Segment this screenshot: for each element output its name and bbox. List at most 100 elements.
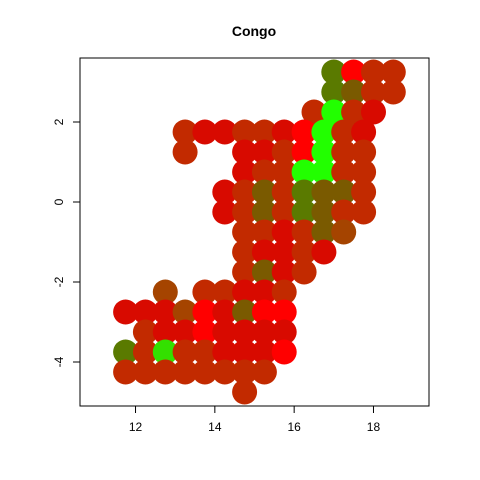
data-point (232, 159, 258, 185)
data-point (351, 159, 377, 185)
data-point (132, 319, 158, 345)
data-point (251, 359, 277, 385)
data-point (172, 139, 198, 165)
data-point (232, 279, 258, 305)
data-point (152, 279, 178, 305)
data-point (311, 139, 337, 165)
data-point (232, 339, 258, 365)
data-point (271, 279, 297, 305)
x-tick-label: 12 (129, 420, 143, 434)
data-point (271, 259, 297, 285)
data-point (172, 359, 198, 385)
data-point (232, 219, 258, 245)
data-point (232, 239, 258, 265)
y-tick-label: -2 (52, 276, 66, 287)
data-point (271, 199, 297, 225)
points-layer (113, 59, 406, 405)
data-point (132, 359, 158, 385)
data-point (321, 99, 347, 125)
data-point (331, 219, 357, 245)
data-point (251, 239, 277, 265)
y-axis: -4 -2 0 2 (52, 118, 81, 367)
data-point (232, 299, 258, 325)
data-point (212, 319, 238, 345)
data-point (251, 299, 277, 325)
data-point (341, 79, 367, 105)
data-point (212, 179, 238, 205)
data-point (232, 119, 258, 145)
data-point (291, 119, 317, 145)
data-point (321, 59, 347, 85)
chart-title: Congo (232, 23, 276, 39)
data-point (152, 319, 178, 345)
data-point (232, 379, 258, 405)
data-point (311, 119, 337, 145)
data-point (271, 179, 297, 205)
data-point (212, 199, 238, 225)
data-point (321, 79, 347, 105)
y-tick-label: 0 (52, 198, 66, 205)
data-point (271, 299, 297, 325)
data-point (361, 79, 386, 105)
data-point (351, 179, 377, 205)
data-point (271, 339, 297, 365)
data-point (192, 359, 218, 385)
data-point (251, 219, 277, 245)
data-point (341, 99, 367, 125)
data-point (251, 319, 277, 345)
data-point (291, 159, 317, 185)
data-point (311, 239, 337, 265)
data-point (192, 319, 218, 345)
data-point (232, 319, 258, 345)
data-point (311, 199, 337, 225)
data-point (331, 199, 357, 225)
data-point (251, 139, 277, 165)
data-point (311, 159, 337, 185)
data-point (172, 119, 198, 145)
data-point (251, 199, 277, 225)
data-point (331, 119, 357, 145)
x-tick-label: 16 (287, 420, 301, 434)
data-point (251, 179, 277, 205)
data-point (192, 119, 218, 145)
data-point (172, 319, 198, 345)
data-point (212, 339, 238, 365)
data-point (172, 339, 198, 365)
data-point (232, 179, 258, 205)
data-point (192, 299, 218, 325)
data-point (291, 179, 317, 205)
data-point (351, 139, 377, 165)
data-point (291, 239, 317, 265)
data-point (291, 199, 317, 225)
data-point (271, 139, 297, 165)
data-point (361, 59, 386, 85)
data-point (351, 119, 377, 145)
data-point (271, 239, 297, 265)
y-tick-label: -4 (52, 356, 66, 367)
x-axis: 12 14 16 18 (129, 405, 381, 434)
data-point (232, 259, 258, 285)
data-point (251, 259, 277, 285)
data-point (152, 339, 178, 365)
data-point (113, 299, 139, 325)
data-point (351, 199, 377, 225)
data-point (251, 339, 277, 365)
data-point (152, 359, 178, 385)
data-point (212, 279, 238, 305)
data-point (311, 179, 337, 205)
data-point (271, 119, 297, 145)
data-point (132, 299, 158, 325)
data-point (192, 279, 218, 305)
data-point (291, 219, 317, 245)
data-point (251, 279, 277, 305)
x-tick-label: 18 (367, 420, 381, 434)
data-point (291, 139, 317, 165)
data-point (113, 339, 139, 365)
data-point (192, 339, 218, 365)
data-point (132, 339, 158, 365)
data-point (361, 99, 386, 125)
data-point (172, 299, 198, 325)
y-tick-label: 2 (52, 118, 66, 125)
data-point (341, 59, 367, 85)
